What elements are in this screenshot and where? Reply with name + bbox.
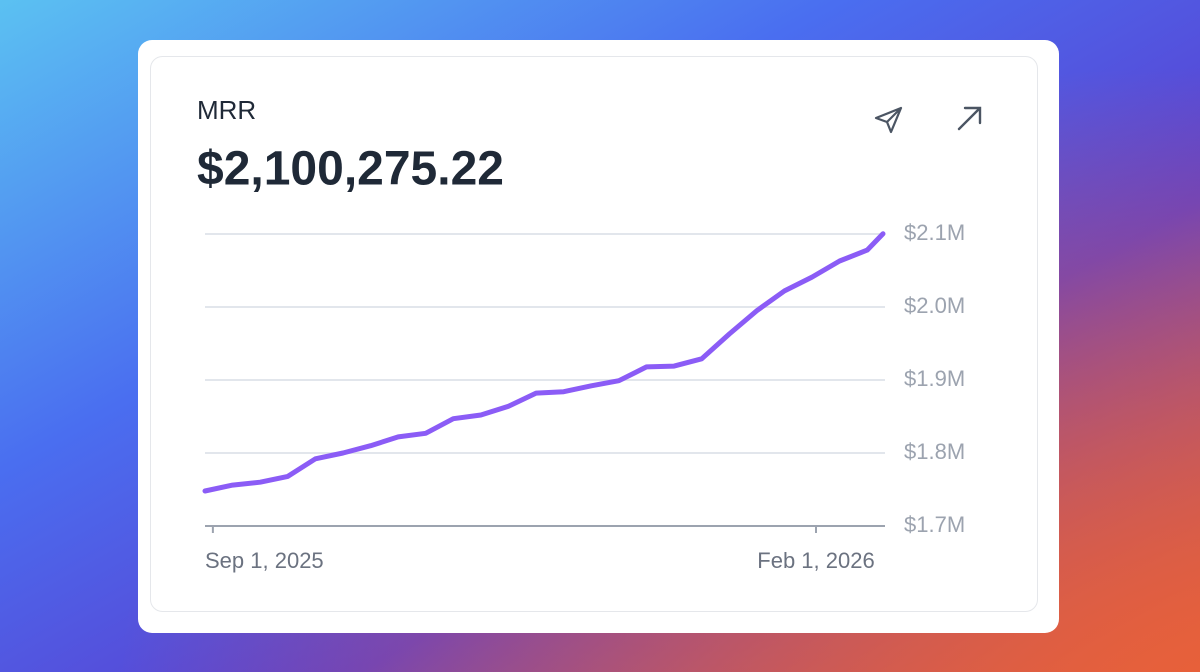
expand-button[interactable] (957, 106, 982, 131)
y-tick-label: $2.1M (904, 220, 965, 245)
plot: $1.7M $1.8M $1.9M $2.0M $2.1M Sep 1, 2025 Feb … (202, 220, 965, 573)
y-tick-label: $1.8M (904, 439, 965, 464)
line (202, 231, 886, 494)
y-tick-label: $2.0M (904, 293, 965, 318)
x-tick-label: Sep 1, 2025 (205, 548, 324, 573)
share-button[interactable] (874, 106, 903, 134)
y-tick-label: $1.9M (904, 366, 965, 391)
share-icon (874, 106, 903, 134)
x-tick-label: Feb 1, 2026 (757, 548, 874, 573)
card-inner (150, 56, 1038, 612)
expand-icon (957, 106, 982, 131)
y-tick-label: $1.7M (904, 512, 965, 537)
metric-value: $2,100,275.22 (197, 143, 504, 196)
metric-title: MRR (197, 95, 256, 125)
